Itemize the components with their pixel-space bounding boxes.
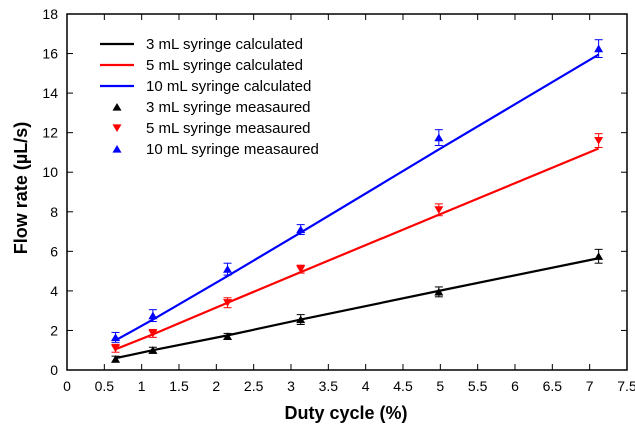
y-tick-label: 4	[50, 283, 58, 299]
legend-item: 3 mL syringe measaured	[112, 99, 311, 116]
legend-label: 5 mL syringe measaured	[146, 120, 311, 137]
y-tick-label: 10	[42, 164, 58, 180]
data-point	[296, 265, 306, 274]
y-tick-label: 16	[42, 46, 58, 62]
x-tick-label: 6	[511, 378, 519, 394]
legend-label: 10 mL syringe measaured	[146, 141, 319, 158]
data-point	[148, 311, 158, 320]
y-tick-label: 0	[50, 362, 58, 378]
data-point	[148, 329, 158, 338]
x-tick-label: 1.5	[169, 378, 189, 394]
data-point	[223, 332, 233, 340]
x-tick-label: 1	[138, 378, 146, 394]
data-point	[434, 287, 444, 296]
data-point	[434, 206, 444, 214]
x-tick-label: 3	[287, 378, 295, 394]
legend-label: 5 mL syringe calculated	[146, 57, 303, 74]
data-point	[111, 333, 121, 341]
data-point	[296, 315, 306, 324]
series-4	[111, 248, 604, 363]
legend-item: 5 mL syringe calculated	[100, 57, 303, 74]
y-tick-label: 14	[42, 85, 58, 101]
y-axis-title: Flow rate (µL/s)	[11, 122, 31, 254]
series-2	[115, 147, 600, 351]
x-axis-title: Duty cycle (%)	[284, 403, 407, 423]
series-6	[111, 39, 604, 343]
series-3	[114, 53, 600, 342]
legend-label: 10 mL syringe calculated	[146, 78, 311, 95]
plot-frame	[66, 13, 628, 371]
data-point	[111, 344, 121, 353]
legend-swatch	[112, 144, 122, 153]
data-point	[148, 346, 158, 354]
y-axis: 0 2 4 6 8 10 12 14 16 18	[42, 6, 627, 378]
legend-label: 3 mL syringe measaured	[146, 99, 311, 116]
y-tick-label: 12	[42, 125, 58, 141]
plot-area	[66, 13, 628, 371]
x-tick-label: 5.5	[468, 378, 488, 394]
data-point	[594, 252, 604, 260]
x-tick-label: 0	[63, 378, 71, 394]
x-tick-label: 0.5	[95, 378, 115, 394]
y-tick-label: 6	[50, 243, 58, 259]
x-tick-label: 7.5	[617, 378, 635, 394]
x-tick-label: 3.5	[319, 378, 339, 394]
series-1	[115, 257, 599, 360]
x-axis: 0 0.5 1 1.5 2 2.5 3 3.5 4 4.5 5 5.5 6 6.5 7 7.5	[63, 14, 635, 394]
data-point	[296, 225, 306, 234]
x-tick-label: 6.5	[543, 378, 563, 394]
legend-swatch	[112, 102, 122, 111]
data-point	[594, 44, 604, 53]
legend-item: 10 mL syringe measaured	[112, 141, 319, 158]
x-tick-label: 2.5	[244, 378, 264, 394]
legend-item: 5 mL syringe measaured	[112, 120, 311, 137]
x-tick-label: 7	[586, 378, 594, 394]
y-tick-label: 18	[42, 6, 58, 22]
legend-item: 3 mL syringe calculated	[100, 36, 303, 53]
series-5	[111, 133, 604, 353]
x-tick-label: 5	[436, 378, 444, 394]
legend: 3 mL syringe calculated 5 mL syringe calc…	[100, 36, 319, 158]
data-point	[594, 136, 604, 145]
x-tick-label: 2	[212, 378, 220, 394]
data-point	[223, 299, 233, 307]
y-tick-label: 8	[50, 204, 58, 220]
x-tick-label: 4.5	[393, 378, 413, 394]
legend-item: 10 mL syringe calculated	[100, 78, 311, 95]
series-line	[114, 53, 600, 342]
series-line	[115, 147, 600, 351]
y-tick-label: 2	[50, 322, 58, 338]
data-point	[434, 133, 444, 142]
data-point	[223, 265, 233, 273]
x-tick-label: 4	[362, 378, 370, 394]
legend-label: 3 mL syringe calculated	[146, 36, 303, 53]
legend-swatch	[112, 124, 122, 133]
series-line	[115, 257, 599, 360]
data-point	[111, 355, 121, 363]
series-layer	[111, 39, 604, 363]
